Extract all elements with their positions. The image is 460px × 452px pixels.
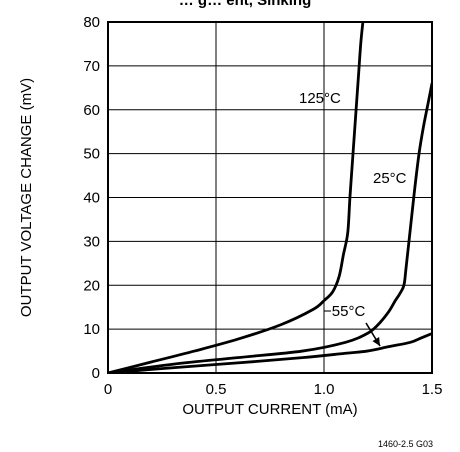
plot-frame bbox=[107, 21, 433, 374]
curve-25c bbox=[108, 82, 432, 373]
y-tick-label: 40 bbox=[83, 190, 100, 207]
grid bbox=[108, 22, 432, 373]
y-tick-label: 80 bbox=[83, 14, 100, 31]
curve-labels: 125°C 25°C −55°C bbox=[299, 90, 407, 347]
label-25c: 25°C bbox=[373, 170, 407, 187]
y-axis-title: OUTPUT VOLTAGE CHANGE (mV) bbox=[18, 78, 35, 317]
y-tick-label: 20 bbox=[83, 277, 100, 294]
curve-125c bbox=[108, 22, 365, 373]
y-tick-label: 0 bbox=[92, 365, 100, 382]
curve-minus55c bbox=[108, 332, 432, 373]
y-tick-label: 50 bbox=[83, 146, 100, 163]
label-minus55c: −55°C bbox=[323, 303, 365, 320]
y-tick-label: 30 bbox=[83, 233, 100, 250]
figure-id: 1460-2.5 G03 bbox=[378, 439, 433, 449]
y-tick-label: 10 bbox=[83, 321, 100, 338]
x-tick-label: 1.0 bbox=[314, 381, 335, 398]
x-tick-label: 1.5 bbox=[422, 381, 443, 398]
y-tick-label: 70 bbox=[83, 58, 100, 75]
label-arrowhead bbox=[372, 337, 380, 346]
x-axis-title: OUTPUT CURRENT (mA) bbox=[182, 401, 357, 418]
curves bbox=[108, 22, 432, 373]
chart-title: … g… ent, Sinking bbox=[179, 0, 312, 9]
tick-labels: 0 0.5 1.0 1.5 0 10 20 30 40 50 60 70 80 bbox=[83, 14, 442, 398]
x-tick-label: 0 bbox=[104, 381, 112, 398]
x-tick-label: 0.5 bbox=[206, 381, 227, 398]
label-125c: 125°C bbox=[299, 90, 341, 107]
y-tick-label: 60 bbox=[83, 102, 100, 119]
